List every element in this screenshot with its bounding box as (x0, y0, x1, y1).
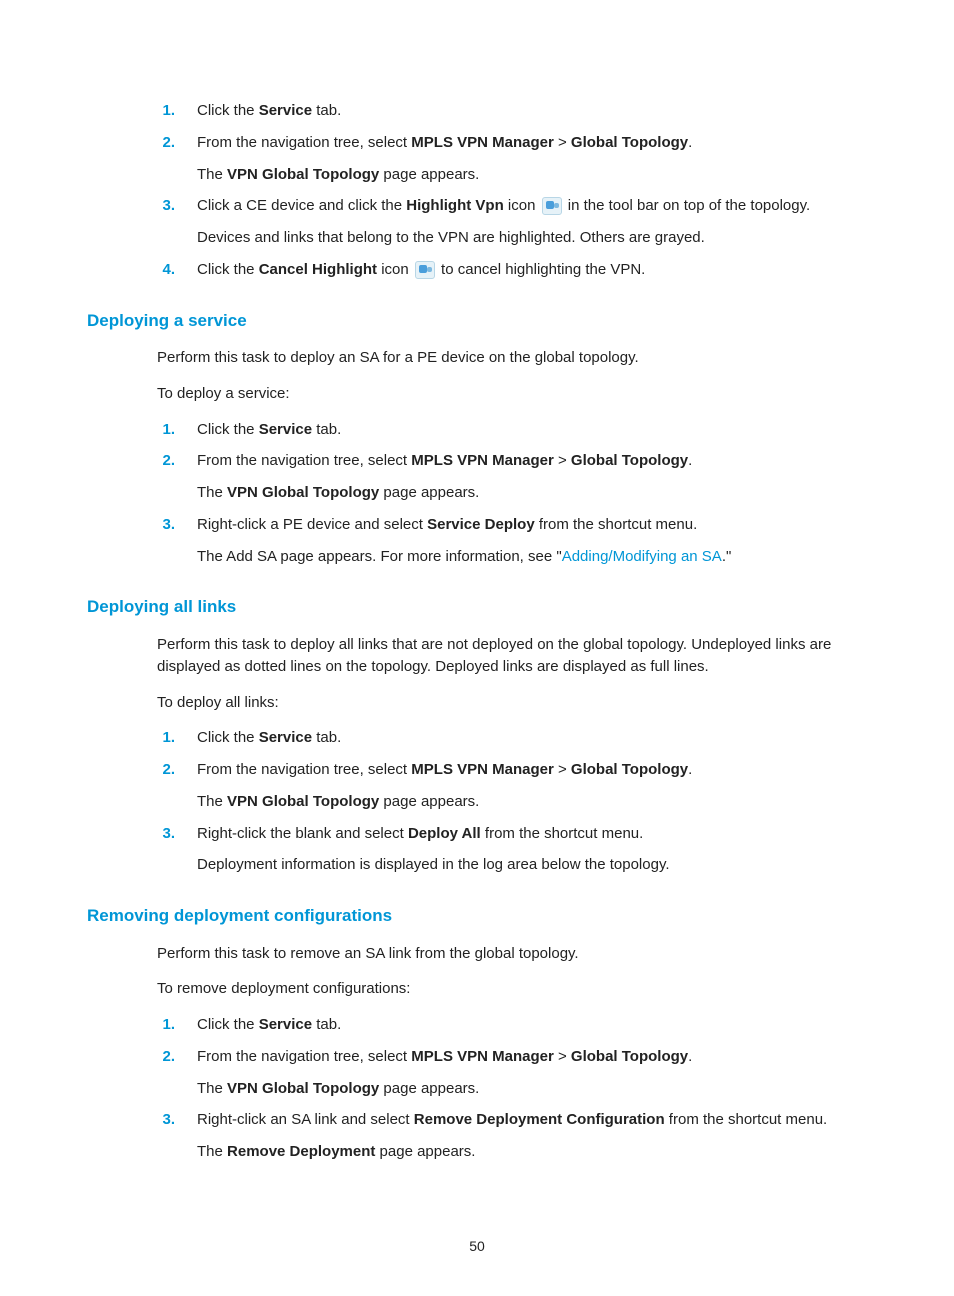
list-body: From the navigation tree, select MPLS VP… (197, 1046, 867, 1100)
list-body: Click the Service tab. (197, 419, 867, 441)
body-paragraph: To remove deployment configurations: (87, 978, 867, 1000)
page-number: 50 (0, 1236, 954, 1256)
body-paragraph: Perform this task to deploy all links th… (87, 634, 867, 678)
list-line: Right-click the blank and select Deploy … (197, 823, 867, 845)
list-item: 1. Click the Service tab. (87, 1014, 867, 1036)
section-heading: Deploying a service (87, 309, 867, 334)
list-line: The VPN Global Topology page appears. (197, 1078, 867, 1100)
list-line: From the navigation tree, select MPLS VP… (197, 1046, 867, 1068)
list-line: Click the Service tab. (197, 1014, 867, 1036)
list-line: Click the Service tab. (197, 419, 867, 441)
list-item: 1. Click the Service tab. (87, 727, 867, 749)
list-body: From the navigation tree, select MPLS VP… (197, 759, 867, 813)
section-heading: Deploying all links (87, 595, 867, 620)
list-line: The Add SA page appears. For more inform… (197, 546, 867, 568)
list-body: Right-click a PE device and select Servi… (197, 514, 867, 568)
page: 1. Click the Service tab. 2. From the navig… (0, 0, 954, 1296)
list-line: The VPN Global Topology page appears. (197, 791, 867, 813)
body-paragraph: To deploy a service: (87, 383, 867, 405)
list-line: Click the Service tab. (197, 100, 867, 122)
list-body: From the navigation tree, select MPLS VP… (197, 450, 867, 504)
list-number: 3. (157, 195, 175, 249)
list-item: 2. From the navigation tree, select MPLS … (87, 132, 867, 186)
list-number: 1. (157, 727, 175, 749)
list-line: Right-click a PE device and select Servi… (197, 514, 867, 536)
list-body: Right-click an SA link and select Remove… (197, 1109, 867, 1163)
list-line: Right-click an SA link and select Remove… (197, 1109, 867, 1131)
list-item: 2. From the navigation tree, select MPLS … (87, 1046, 867, 1100)
list-line: Click the Service tab. (197, 727, 867, 749)
list-number: 1. (157, 419, 175, 441)
list-number: 3. (157, 1109, 175, 1163)
list-number: 1. (157, 100, 175, 122)
list-line: From the navigation tree, select MPLS VP… (197, 450, 867, 472)
list-item: 3. Right-click a PE device and select Ser… (87, 514, 867, 568)
list-number: 3. (157, 823, 175, 877)
list-number: 4. (157, 259, 175, 281)
list-item: 3. Right-click an SA link and select Remo… (87, 1109, 867, 1163)
ordered-list: 1. Click the Service tab. 2. From the navig… (87, 727, 867, 876)
list-line: The VPN Global Topology page appears. (197, 482, 867, 504)
list-body: Click the Cancel Highlight icon to cance… (197, 259, 867, 281)
list-line: The VPN Global Topology page appears. (197, 164, 867, 186)
list-line: From the navigation tree, select MPLS VP… (197, 132, 867, 154)
list-body: Click the Service tab. (197, 100, 867, 122)
body-paragraph: Perform this task to deploy an SA for a … (87, 347, 867, 369)
ordered-list: 1. Click the Service tab. 2. From the navig… (87, 1014, 867, 1163)
list-line: The Remove Deployment page appears. (197, 1141, 867, 1163)
list-number: 2. (157, 132, 175, 186)
list-item: 2. From the navigation tree, select MPLS … (87, 450, 867, 504)
list-number: 2. (157, 759, 175, 813)
list-body: Click the Service tab. (197, 727, 867, 749)
body-paragraph: To deploy all links: (87, 692, 867, 714)
body-paragraph: Perform this task to remove an SA link f… (87, 943, 867, 965)
list-number: 3. (157, 514, 175, 568)
list-line: Click the Cancel Highlight icon to cance… (197, 259, 867, 281)
ordered-list: 1. Click the Service tab. 2. From the navig… (87, 100, 867, 281)
list-line: From the navigation tree, select MPLS VP… (197, 759, 867, 781)
list-number: 2. (157, 450, 175, 504)
list-number: 1. (157, 1014, 175, 1036)
list-line: Deployment information is displayed in t… (197, 854, 867, 876)
list-body: Click a CE device and click the Highligh… (197, 195, 867, 249)
list-item: 4. Click the Cancel Highlight icon to can… (87, 259, 867, 281)
list-item: 3. Click a CE device and click the Highli… (87, 195, 867, 249)
list-item: 2. From the navigation tree, select MPLS … (87, 759, 867, 813)
list-body: Right-click the blank and select Deploy … (197, 823, 867, 877)
list-item: 1. Click the Service tab. (87, 100, 867, 122)
list-line: Click a CE device and click the Highligh… (197, 195, 867, 217)
list-number: 2. (157, 1046, 175, 1100)
highlight-icon (415, 261, 435, 279)
list-body: From the navigation tree, select MPLS VP… (197, 132, 867, 186)
list-body: Click the Service tab. (197, 1014, 867, 1036)
section-heading: Removing deployment configurations (87, 904, 867, 929)
list-line: Devices and links that belong to the VPN… (197, 227, 867, 249)
list-item: 3. Right-click the blank and select Deplo… (87, 823, 867, 877)
ordered-list: 1. Click the Service tab. 2. From the navig… (87, 419, 867, 568)
highlight-icon (542, 197, 562, 215)
list-item: 1. Click the Service tab. (87, 419, 867, 441)
